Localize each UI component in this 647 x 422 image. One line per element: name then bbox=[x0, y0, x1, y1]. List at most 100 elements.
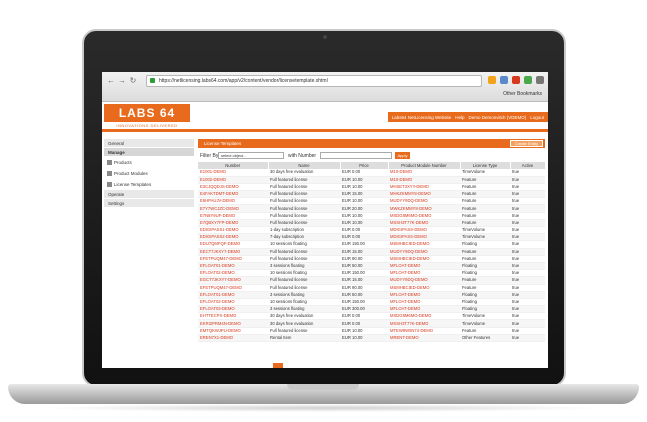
help-link[interactable]: Help bbox=[455, 114, 465, 120]
table-cell[interactable]: EFETPUQM47-DEMO bbox=[198, 255, 268, 263]
table-cell[interactable]: MTEW9W5N74-DEMO bbox=[388, 327, 460, 335]
table-cell[interactable]: EFLOAT02-DEMO bbox=[198, 269, 268, 278]
table-cell[interactable]: MSMHBCIED-DEMO bbox=[388, 284, 460, 292]
table-row[interactable]: EDIGIPASS2-DEMO 7-day subscription EUR 0.0… bbox=[198, 233, 545, 242]
table-cell[interactable]: EGCT7JKXY7-DEMO bbox=[198, 276, 268, 285]
table-cell[interactable]: M10-DEMO bbox=[388, 176, 460, 184]
table-cell[interactable]: EREN7X1-DEMO bbox=[198, 334, 268, 343]
table-row[interactable]: EFLOAT02-DEMO 10 sessions floating EUR 150… bbox=[198, 269, 545, 278]
table-cell[interactable]: MHKZKMMY8-DEMO bbox=[388, 190, 460, 199]
table-cell[interactable]: MSMHBCIED-DEMO bbox=[388, 255, 460, 263]
table-cell[interactable]: E7QBXY7FP-DEMO bbox=[198, 219, 268, 228]
extension-icon[interactable] bbox=[500, 76, 508, 84]
sidebar-item-operate[interactable]: Operate bbox=[104, 190, 194, 199]
table-cell[interactable]: EMTQKWJPU-DEMO bbox=[198, 327, 268, 335]
create-entity-button[interactable]: Create Entity bbox=[509, 140, 543, 147]
table-row[interactable]: EGCT7JKXY7-DEMO Full featured license EUR … bbox=[198, 276, 545, 285]
table-row[interactable]: E6HPAUJV-DEMO Full featured license EUR 10… bbox=[198, 197, 545, 206]
table-row[interactable]: EKRI2PRM4N-DEMO 30 days free evaluation EU… bbox=[198, 319, 545, 328]
table-row[interactable]: EHTTECPX-DEMO 30 days free evaluation EUR … bbox=[198, 312, 545, 321]
sidebar-item-product-modules[interactable]: Product Modules bbox=[104, 168, 194, 179]
table-cell[interactable]: MUDYY9DQ-DEMO bbox=[388, 197, 460, 206]
table-cell[interactable]: E6HPAUJV-DEMO bbox=[198, 197, 268, 206]
logout-link[interactable]: Logout bbox=[530, 114, 544, 120]
website-link[interactable]: Labs64 NetLicensing Website bbox=[391, 114, 452, 120]
table-cell[interactable]: EDIGIPASS2-DEMO bbox=[198, 233, 268, 242]
table-row[interactable]: EECT7JKXY7-DEMO Full featured license EUR … bbox=[198, 248, 545, 256]
extension-icon[interactable] bbox=[512, 76, 520, 84]
table-row[interactable]: EFLOAT01-DEMO 3 sessions floating EUR 50.0… bbox=[198, 262, 545, 271]
menu-icon[interactable] bbox=[536, 76, 544, 84]
filter-select[interactable]: select object... bbox=[218, 152, 284, 159]
table-cell[interactable]: EFLOAT02-DEMO bbox=[198, 298, 268, 307]
table-cell[interactable]: MFLOAT-DEMO bbox=[388, 291, 460, 299]
table-cell[interactable]: MXDG8M6MO-DEMO bbox=[388, 312, 460, 321]
table-cell[interactable]: E4FAKTDMT-DEMO bbox=[198, 190, 268, 199]
user-link[interactable]: Demo Demonvitch (VDEMO) bbox=[468, 114, 527, 120]
table-cell[interactable]: EHTTECPX-DEMO bbox=[198, 312, 268, 321]
table-cell[interactable]: E1002-DEMO bbox=[198, 176, 268, 184]
table-cell[interactable]: E1001-DEMO bbox=[198, 169, 268, 177]
table-cell[interactable]: MDIGIPASS-DEMO bbox=[388, 233, 460, 242]
table-row[interactable]: EFETPUQM47-DEMO Full featured license EUR … bbox=[198, 255, 545, 263]
table-cell[interactable]: EDU7QMFQF-DEMO bbox=[198, 240, 268, 249]
logo[interactable]: LABS 64 bbox=[104, 104, 190, 122]
table-row[interactable]: EDIGIPASS1-DEMO 1-day subscription EUR 0.0… bbox=[198, 226, 545, 235]
table-cell[interactable]: EDIGIPASS1-DEMO bbox=[198, 226, 268, 235]
table-row[interactable]: EMTQKWJPU-DEMO Full featured license EUR 1… bbox=[198, 327, 545, 335]
table-row[interactable]: E1002-DEMO Full featured license EUR 10.00… bbox=[198, 176, 545, 184]
table-cell[interactable]: MFLOAT-DEMO bbox=[388, 262, 460, 271]
pagination-current[interactable] bbox=[273, 363, 283, 368]
column-header[interactable]: Active bbox=[510, 162, 546, 169]
reload-icon[interactable]: ↻ bbox=[129, 76, 137, 85]
table-cell[interactable]: MHSET3XYY-DEMO bbox=[388, 183, 460, 192]
table-cell[interactable]: MUDYY9DQ-DEMO bbox=[388, 276, 460, 285]
table-cell[interactable]: MFLOAT-DEMO bbox=[388, 298, 460, 307]
table-cell[interactable]: EECT7JKXY7-DEMO bbox=[198, 248, 268, 256]
number-input[interactable] bbox=[320, 152, 392, 159]
extension-icon[interactable] bbox=[488, 76, 496, 84]
other-bookmarks[interactable]: Other Bookmarks bbox=[503, 91, 542, 97]
table-cell[interactable]: MWKZKMMY8-DEMO bbox=[388, 204, 460, 213]
sidebar-item-products[interactable]: Products bbox=[104, 157, 194, 168]
table-cell[interactable]: EFLOAT01-DEMO bbox=[198, 262, 268, 271]
url-bar[interactable]: https://netlicensing.labs64.com/app/v2/c… bbox=[146, 75, 482, 87]
table-row[interactable]: E3CJQQDJS-DEMO Full featured license EUR 1… bbox=[198, 183, 545, 192]
sidebar-item-manage[interactable]: Manage bbox=[104, 148, 194, 157]
table-cell[interactable]: E3CJQQDJS-DEMO bbox=[198, 183, 268, 192]
table-cell[interactable]: MXSH3T77K-DEMO bbox=[388, 319, 460, 328]
table-row[interactable]: EFETPUQM47-DEMO Full featured license EUR … bbox=[198, 284, 545, 292]
table-row[interactable]: E1001-DEMO 30 days free evaluation EUR 0.0… bbox=[198, 169, 545, 177]
table-cell[interactable]: EFLOAT03-DEMO bbox=[198, 305, 268, 314]
table-cell[interactable]: MRENT-DEMO bbox=[388, 334, 460, 343]
table-cell[interactable]: EFLOAT01-DEMO bbox=[198, 291, 268, 299]
apply-button[interactable]: Apply bbox=[395, 152, 410, 159]
table-row[interactable]: EFLOAT02-DEMO 10 sessions floating EUR 150… bbox=[198, 298, 545, 307]
sidebar-item-general[interactable]: General bbox=[104, 139, 194, 148]
table-cell[interactable]: MDIGIPASS-DEMO bbox=[388, 226, 460, 235]
table-row[interactable]: E7QBXY7FP-DEMO Full featured license EUR 1… bbox=[198, 219, 545, 228]
back-icon[interactable]: ← bbox=[107, 76, 115, 85]
table-row[interactable]: EREN7X1-DEMO Rental Item EUR 10.00 MRENT-DE… bbox=[198, 334, 545, 343]
column-header[interactable]: License Type bbox=[460, 162, 511, 169]
table-cell[interactable]: MUDYY9DQ-DEMO bbox=[388, 248, 460, 256]
sidebar-item-settings[interactable]: Settings bbox=[104, 199, 194, 208]
table-row[interactable]: EFLOAT01-DEMO 3 sessions floating EUR 50.0… bbox=[198, 291, 545, 299]
table-cell[interactable]: E7N8Y9UF-DEMO bbox=[198, 212, 268, 220]
table-cell[interactable]: EKRI2PRM4N-DEMO bbox=[198, 319, 268, 328]
table-cell[interactable]: EFETPUQM47-DEMO bbox=[198, 284, 268, 292]
forward-icon[interactable]: → bbox=[118, 76, 126, 85]
table-row[interactable]: E7Y7WCJZC-DEMO Full featured license EUR 2… bbox=[198, 204, 545, 213]
table-cell[interactable]: MXSH3T77K-DEMO bbox=[388, 219, 460, 228]
table-cell[interactable]: MFLOAT-DEMO bbox=[388, 269, 460, 278]
column-header[interactable]: Product Module Number bbox=[388, 162, 461, 169]
sidebar-item-license-templates[interactable]: License Templates bbox=[104, 179, 194, 190]
table-row[interactable]: EFLOAT03-DEMO 3 sessions floating EUR 300.… bbox=[198, 305, 545, 314]
table-cell[interactable]: MFLOAT-DEMO bbox=[388, 305, 460, 314]
table-cell[interactable]: MSMHBCIED-DEMO bbox=[388, 240, 460, 249]
column-header[interactable]: Name bbox=[268, 162, 341, 169]
column-header[interactable]: Price bbox=[340, 162, 389, 169]
table-row[interactable]: E7N8Y9UF-DEMO Full featured license EUR 10… bbox=[198, 212, 545, 220]
table-cell[interactable]: E7Y7WCJZC-DEMO bbox=[198, 204, 268, 213]
column-header[interactable]: Number bbox=[198, 162, 269, 169]
